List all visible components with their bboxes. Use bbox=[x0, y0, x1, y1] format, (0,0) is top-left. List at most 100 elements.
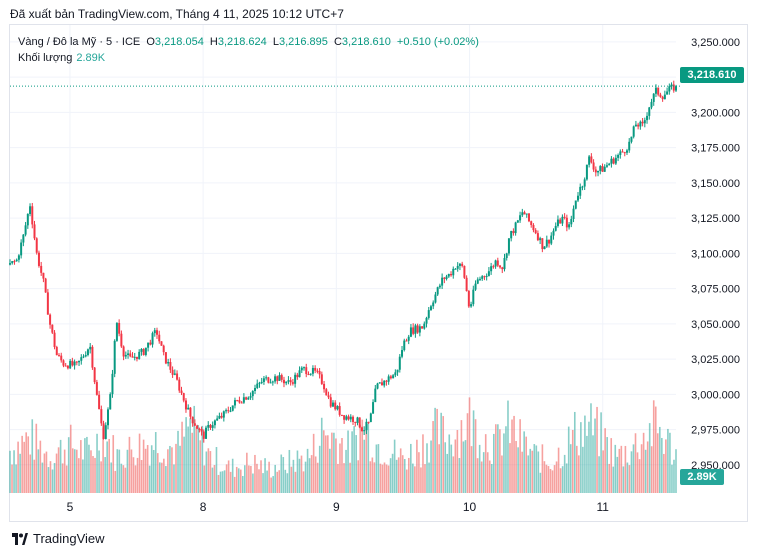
candle-body bbox=[242, 397, 245, 403]
candle-body bbox=[20, 242, 23, 256]
volume-bar bbox=[414, 466, 416, 493]
candle-body bbox=[193, 423, 196, 426]
candle-body bbox=[66, 365, 69, 369]
volume-bar bbox=[43, 453, 46, 493]
volume-bar bbox=[371, 457, 374, 493]
volume-bar bbox=[41, 462, 44, 493]
candle-body bbox=[289, 380, 292, 383]
volume-bar bbox=[628, 465, 631, 493]
candle-body bbox=[271, 381, 274, 383]
volume-bar bbox=[501, 455, 503, 493]
volume-bar bbox=[165, 466, 167, 493]
volume-bar bbox=[600, 412, 602, 493]
volume-bar bbox=[310, 455, 313, 493]
candle-body bbox=[663, 94, 666, 100]
volume-bar bbox=[45, 451, 48, 493]
candle-body bbox=[144, 347, 147, 355]
candle-body bbox=[236, 400, 239, 402]
candle-body bbox=[525, 213, 528, 215]
volume-bar bbox=[454, 439, 457, 493]
candle-body bbox=[576, 195, 579, 201]
candle-body bbox=[314, 367, 317, 371]
high-label: H bbox=[209, 36, 218, 48]
volume-bar bbox=[636, 452, 639, 493]
volume-bar bbox=[175, 443, 177, 493]
candle-body bbox=[461, 263, 464, 266]
volume-bar bbox=[559, 468, 562, 493]
candle-body bbox=[610, 158, 613, 164]
volume-bar bbox=[460, 420, 463, 493]
candle-body bbox=[35, 238, 38, 253]
volume-bar bbox=[638, 459, 641, 493]
candle-body bbox=[556, 219, 559, 226]
candle-body bbox=[672, 84, 675, 91]
candle-body bbox=[258, 382, 261, 384]
candle-body bbox=[416, 325, 419, 333]
volume-label: Khối lượng bbox=[18, 52, 73, 64]
volume-bar bbox=[367, 423, 370, 493]
candle-body bbox=[383, 380, 386, 386]
candle-body bbox=[104, 425, 107, 439]
candle-body bbox=[450, 274, 453, 276]
candle-body bbox=[309, 373, 312, 375]
volume-bar bbox=[387, 465, 390, 493]
candle-body bbox=[385, 380, 388, 382]
volume-bar bbox=[582, 446, 584, 493]
volume-bar bbox=[420, 467, 422, 493]
candle-body bbox=[15, 259, 18, 262]
candle-body bbox=[441, 277, 444, 286]
volume-bar bbox=[173, 464, 175, 493]
volume-bar bbox=[456, 429, 459, 493]
candle-body bbox=[623, 152, 626, 154]
candle-body bbox=[561, 216, 564, 224]
volume-bar bbox=[195, 426, 198, 493]
volume-bar bbox=[140, 460, 143, 493]
volume-bar bbox=[146, 445, 149, 493]
candle-body bbox=[73, 361, 76, 366]
volume-bar bbox=[100, 461, 102, 493]
volume-bar bbox=[235, 466, 238, 493]
volume-bar bbox=[612, 466, 615, 493]
candle-body bbox=[71, 360, 74, 366]
volume-bar bbox=[118, 449, 121, 493]
volume-bar bbox=[256, 463, 258, 493]
candle-body bbox=[628, 141, 631, 151]
candle-body bbox=[494, 260, 497, 267]
volume-bar bbox=[535, 445, 538, 493]
candle-body bbox=[619, 151, 622, 155]
candle-body bbox=[414, 325, 417, 334]
volume-bar bbox=[407, 457, 410, 493]
candle-body bbox=[597, 170, 600, 173]
volume-bar bbox=[84, 438, 86, 493]
volume-bar bbox=[213, 464, 216, 493]
candle-body bbox=[543, 246, 546, 250]
volume-bar bbox=[472, 410, 475, 493]
volume-bar bbox=[185, 417, 187, 493]
volume-bar bbox=[359, 424, 362, 493]
y-tick-label: 3,150.000 bbox=[691, 178, 740, 190]
y-tick-label: 3,050.000 bbox=[691, 319, 740, 331]
tradingview-brand[interactable]: TradingView bbox=[12, 531, 105, 546]
volume-bar bbox=[412, 463, 414, 493]
volume-bar bbox=[373, 462, 376, 493]
candle-body bbox=[352, 416, 355, 422]
volume-bar bbox=[268, 461, 270, 493]
candle-body bbox=[196, 425, 199, 429]
candle-body bbox=[49, 314, 52, 325]
candle-body bbox=[548, 239, 551, 244]
volume-bar bbox=[517, 447, 519, 493]
candle-body bbox=[280, 375, 283, 380]
candle-body bbox=[29, 206, 32, 214]
volume-bar bbox=[468, 397, 471, 493]
candle-body bbox=[153, 330, 156, 334]
volume-bar bbox=[177, 430, 179, 493]
candle-body bbox=[472, 289, 475, 305]
volume-bar bbox=[15, 464, 17, 493]
volume-bar bbox=[537, 451, 540, 493]
candle-body bbox=[365, 421, 368, 431]
volume-bar bbox=[304, 461, 307, 493]
volume-bar bbox=[539, 472, 542, 493]
candle-body bbox=[164, 352, 167, 364]
volume-bar bbox=[86, 436, 88, 493]
